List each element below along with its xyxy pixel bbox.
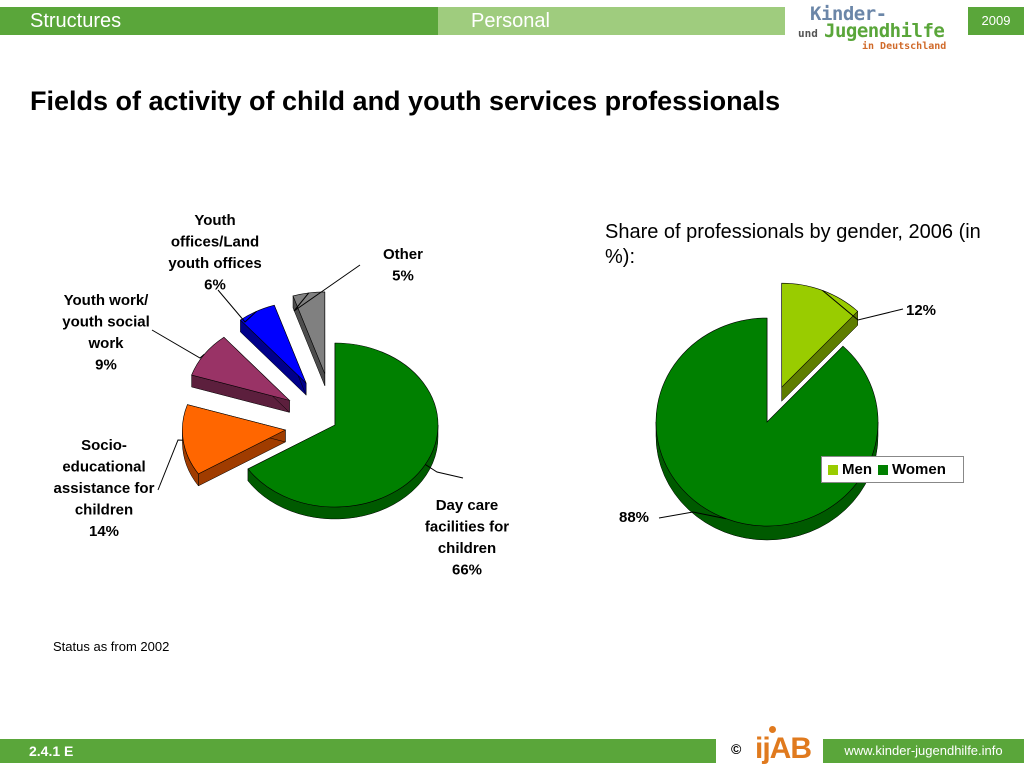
slice-label-line: assistance for xyxy=(54,480,155,497)
footer-bar: 2.4.1 E xyxy=(0,739,716,763)
slice-label-line: 6% xyxy=(204,277,226,294)
slice-label-line: children xyxy=(75,502,133,519)
slice-label: 12% xyxy=(906,302,936,319)
gender-pie: 12% 88% xyxy=(619,282,936,541)
leader-line xyxy=(822,290,904,321)
slice-label-line: facilities for xyxy=(425,519,509,536)
slice-label: Socio-educational assistance for children 1… xyxy=(54,437,155,540)
tab-structures[interactable]: Structures xyxy=(0,7,438,35)
year-badge: 2009 xyxy=(968,7,1024,35)
slide-number: 2.4.1 E xyxy=(29,743,74,759)
leader-line xyxy=(157,439,184,491)
website-link[interactable]: www.kinder-jugendhilfe.info xyxy=(823,739,1024,763)
gender-chart-title: Share of professionals by gender, 2006 (… xyxy=(605,221,981,268)
status-note: Status as from 2002 xyxy=(53,639,170,654)
pie-slice xyxy=(292,291,326,375)
slice-label: 88% xyxy=(619,509,649,526)
slice-label-line: educational xyxy=(62,459,145,476)
slice-label-line: Day care xyxy=(436,497,499,514)
logo-line-2: Jugendhilfe xyxy=(824,20,945,42)
slice-label: Day care facilities for children 66% xyxy=(425,497,509,579)
ijab-logo-text: ijAB xyxy=(755,732,812,765)
slice-label-line: Youth work/ xyxy=(64,292,150,309)
logo-line-1: Kinder- xyxy=(810,3,887,25)
slice-label: Youth offices/Land youth offices 6% xyxy=(168,212,261,294)
slice-label-line: children xyxy=(438,540,496,557)
logo-line-2a: und xyxy=(798,27,818,40)
kinder-jugendhilfe-logo: Kinder- und Jugendhilfe in Deutschland xyxy=(796,3,961,55)
slice-label-line: 5% xyxy=(392,268,414,285)
copyright-symbol: © xyxy=(731,741,742,757)
slice-label-line: 14% xyxy=(89,523,119,540)
leader-line xyxy=(425,464,464,479)
pie-slice xyxy=(182,404,287,475)
slice-label: Other 5% xyxy=(383,246,423,285)
logo-line-3: in Deutschland xyxy=(862,41,947,52)
legend-swatch-men xyxy=(828,464,838,475)
gender-chart-legend: Men Women xyxy=(821,456,964,483)
tab-personal[interactable]: Personal xyxy=(438,7,785,35)
slice-label-line: 9% xyxy=(95,357,117,374)
activity-pie: Day care facilities for children 66% Socio-e… xyxy=(54,212,510,579)
pie-charts: Day care facilities for children 66% Socio-e… xyxy=(54,212,936,579)
leader-line xyxy=(217,289,257,323)
ijab-logo-dot xyxy=(769,726,776,733)
slice-label-line: offices/Land xyxy=(171,234,259,251)
slice-label-line: youth offices xyxy=(168,255,261,272)
legend-swatch-women xyxy=(878,464,888,475)
slice-label-line: 12% xyxy=(906,302,936,319)
legend-label-men: Men xyxy=(842,461,872,478)
pie-slice xyxy=(247,342,439,508)
pie-slice xyxy=(191,336,291,401)
slice-label: Youth work/youth social work 9% xyxy=(62,292,150,374)
legend-label-women: Women xyxy=(892,461,946,478)
slice-label-line: work xyxy=(87,335,124,352)
pie-slice xyxy=(655,317,879,527)
slice-label-line: 66% xyxy=(452,562,482,579)
ijab-logo: ijAB xyxy=(753,726,813,766)
leader-line xyxy=(658,511,727,520)
slice-label-line: 88% xyxy=(619,509,649,526)
leader-line xyxy=(293,264,361,312)
slice-label-line: Socio- xyxy=(81,437,127,454)
page-title: Fields of activity of child and youth se… xyxy=(30,86,781,116)
slice-label-line: Youth xyxy=(194,212,235,229)
leader-line xyxy=(151,329,205,359)
top-navigation-bar: Structures Personal xyxy=(0,7,785,35)
slice-label-line: youth social xyxy=(62,314,150,331)
pie-slice xyxy=(781,282,859,388)
slice-label-line: Other xyxy=(383,246,423,263)
